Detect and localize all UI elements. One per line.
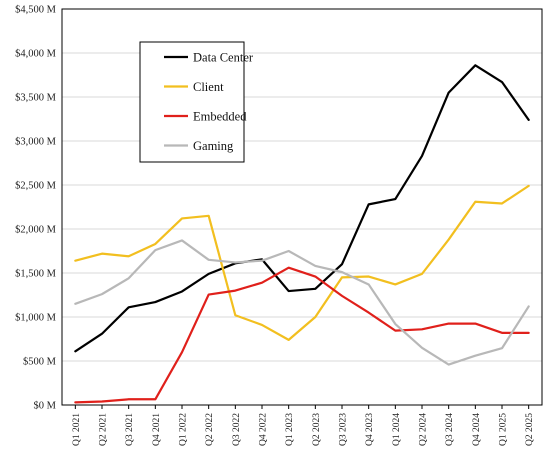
x-tick-label: Q3 2021 — [125, 413, 135, 446]
x-tick-label: Q2 2023 — [312, 413, 322, 446]
x-tick-label: Q3 2023 — [339, 413, 349, 446]
x-tick-label: Q4 2021 — [152, 413, 162, 446]
gridlines — [62, 8, 542, 362]
series-line-gaming — [74, 239, 530, 366]
legend-label-gaming: Gaming — [193, 139, 234, 153]
x-tick-label: Q1 2025 — [499, 413, 509, 446]
series-lines — [74, 64, 530, 404]
y-tick-label: $2,500 M — [15, 181, 57, 192]
x-axis-tick-labels: Q1 2021 Q2 2021 Q3 2021 Q4 2021 Q1 2022 Q2 20… — [72, 405, 535, 446]
y-tick-label: $4,500 M — [15, 5, 57, 16]
legend-label-data-center: Data Center — [193, 50, 254, 64]
x-tick-label: Q2 2025 — [525, 413, 535, 446]
y-tick-label: $500 M — [23, 357, 57, 368]
x-tick-label: Q4 2024 — [472, 413, 482, 446]
legend-label-client: Client — [193, 80, 224, 94]
x-tick-label: Q1 2021 — [72, 413, 82, 446]
y-tick-label: $0 M — [34, 401, 57, 412]
series-line-data-center — [74, 64, 530, 353]
x-tick-label: Q2 2021 — [99, 413, 109, 446]
x-tick-label: Q3 2024 — [445, 413, 455, 446]
x-tick-label: Q2 2022 — [205, 413, 215, 446]
x-tick-label: Q1 2022 — [179, 413, 189, 446]
x-tick-label: Q4 2022 — [259, 413, 269, 446]
x-tick-label: Q3 2022 — [232, 413, 242, 446]
legend-box — [139, 41, 245, 163]
plot-area-border — [61, 8, 543, 406]
y-axis-tick-labels: $0 M $500 M $1,000 M $1,500 M $2,000 M $2,500… — [15, 5, 57, 412]
y-tick-label: $1,000 M — [15, 313, 57, 324]
x-tick-label: Q1 2023 — [285, 413, 295, 446]
x-tick-label: Q1 2024 — [392, 413, 402, 446]
series-line-embedded — [74, 266, 530, 404]
x-tick-label: Q4 2023 — [365, 413, 375, 446]
y-tick-label: $2,000 M — [15, 225, 57, 236]
legend-label-embedded: Embedded — [193, 109, 247, 123]
y-tick-label: $3,500 M — [15, 93, 57, 104]
legend: Data Center Client Embedded Gaming — [139, 41, 254, 163]
y-tick-label: $4,000 M — [15, 49, 57, 60]
plot-frame — [61, 8, 543, 406]
y-tick-label: $3,000 M — [15, 137, 57, 148]
y-tick-label: $1,500 M — [15, 269, 57, 280]
series-line-client — [74, 184, 530, 341]
x-tick-label: Q2 2024 — [419, 413, 429, 446]
